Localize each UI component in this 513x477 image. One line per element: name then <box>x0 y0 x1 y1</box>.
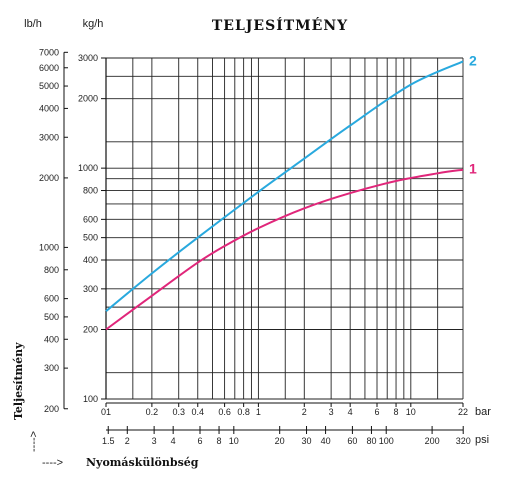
grid-layer <box>105 57 464 400</box>
y-tick-lb-label: 3000 <box>39 132 59 142</box>
y-axis-arrow-text: ----> <box>28 431 40 452</box>
series-label-1: 1 <box>469 161 477 177</box>
x-tick-bar-label: 4 <box>348 407 353 417</box>
y-tick-lb-label: 6000 <box>39 63 59 73</box>
series-line-1 <box>105 168 464 331</box>
y-tick-lb-label: 5000 <box>39 81 59 91</box>
y-axis-title: Teljesítmény <box>12 342 25 420</box>
y-tick-kg-label: 3000 <box>78 53 98 63</box>
axis-layer: 100 200 300 400 500 600 800 1000 2000 3000 200 300 4… <box>39 47 471 446</box>
y-axis-arrow: ----> <box>28 431 40 452</box>
y-unit-left: lb/h <box>24 18 42 30</box>
x-tick-bar-label: 22 <box>458 407 468 417</box>
x-tick-psi-label: 6 <box>197 436 202 446</box>
x-tick-bar-label: 0.8 <box>237 407 250 417</box>
x-tick-psi-label: 200 <box>425 436 440 446</box>
y-tick-lb-label: 7000 <box>39 47 59 57</box>
x-tick-psi-label: 320 <box>456 436 471 446</box>
x-tick-bar-label: 10 <box>406 407 416 417</box>
x-axis-bar-unit: bar <box>475 406 491 418</box>
y-tick-lb-label: 400 <box>44 334 59 344</box>
y-tick-kg-label: 500 <box>83 233 98 243</box>
x-tick-bar-label: 6 <box>374 407 379 417</box>
x-tick-bar-label: 1 <box>256 407 261 417</box>
x-tick-bar-label: 2 <box>302 407 307 417</box>
y-tick-kg-label: 2000 <box>78 94 98 104</box>
y-tick-lb-label: 1000 <box>39 242 59 252</box>
x-tick-psi-label: 20 <box>275 436 285 446</box>
x-tick-bar-label: 0.4 <box>191 407 204 417</box>
x-tick-bar-label: 0.6 <box>218 407 231 417</box>
x-tick-psi-label: 80 <box>366 436 376 446</box>
x-tick-bar-label: 01 <box>101 407 111 417</box>
chart-title: TELJESÍTMÉNY <box>212 16 348 34</box>
x-tick-psi-label: 10 <box>229 436 239 446</box>
x-tick-psi-label: 2 <box>125 436 130 446</box>
x-tick-psi-label: 8 <box>217 436 222 446</box>
x-tick-psi-label: 3 <box>152 436 157 446</box>
y-tick-lb-label: 800 <box>44 265 59 275</box>
y-tick-lb-label: 2000 <box>39 173 59 183</box>
x-tick-bar-label: 8 <box>394 407 399 417</box>
y-tick-kg-label: 200 <box>83 325 98 335</box>
y-tick-lb-label: 300 <box>44 363 59 373</box>
y-tick-lb-label: 600 <box>44 294 59 304</box>
y-tick-kg-label: 1000 <box>78 163 98 173</box>
x-tick-psi-label: 40 <box>321 436 331 446</box>
series-label-2: 2 <box>469 52 477 68</box>
x-tick-psi-label: 4 <box>171 436 176 446</box>
y-axis-label: Teljesítmény <box>12 342 25 420</box>
x-tick-psi-label: 1.5 <box>102 436 115 446</box>
y-tick-lb-label: 4000 <box>39 103 59 113</box>
y-tick-lb-label: 200 <box>44 404 59 414</box>
y-tick-kg-label: 800 <box>83 186 98 196</box>
series-layer: 12 <box>105 52 477 331</box>
series-line-2 <box>105 60 464 312</box>
x-tick-bar-label: 3 <box>329 407 334 417</box>
y-tick-kg-label: 600 <box>83 214 98 224</box>
y-tick-kg-label: 400 <box>83 255 98 265</box>
y-tick-kg-label: 300 <box>83 284 98 294</box>
x-axis-psi-unit: psi <box>475 434 489 446</box>
y-tick-lb-label: 500 <box>44 312 59 322</box>
x-tick-bar-label: 0.2 <box>146 407 159 417</box>
y-tick-kg-label: 100 <box>83 394 98 404</box>
x-tick-bar-label: 0.3 <box>172 407 185 417</box>
y-unit-right: kg/h <box>83 18 104 30</box>
x-axis-label: Nyomáskülönbség <box>86 456 199 469</box>
x-tick-psi-label: 30 <box>302 436 312 446</box>
x-axis-arrow: ----> <box>42 457 63 469</box>
x-tick-psi-label: 100 <box>379 436 394 446</box>
x-tick-psi-label: 60 <box>347 436 357 446</box>
